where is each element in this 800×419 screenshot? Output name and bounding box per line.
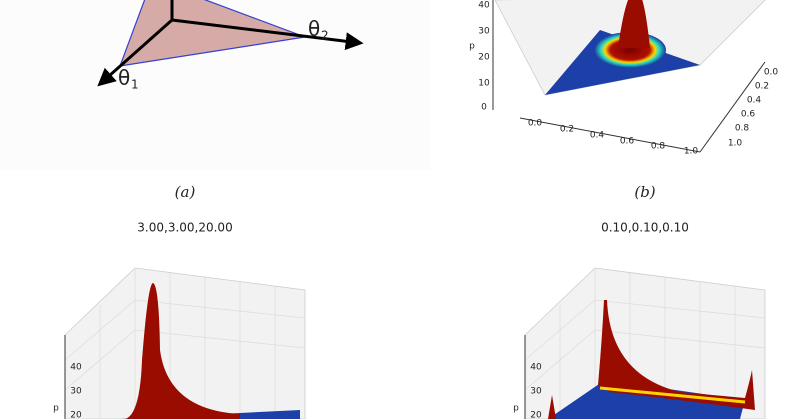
caption: (a) (175, 183, 196, 201)
axis (171, 18, 364, 51)
tick: 1.0 (728, 139, 743, 149)
tick: 0.0 (764, 68, 779, 78)
tick: 0.6 (741, 110, 756, 120)
tick: 40 (478, 1, 490, 11)
axis-label: p (53, 404, 59, 414)
panel-a: θ 1 θ 2 (a) (0, 0, 430, 201)
caption: (b) (634, 183, 655, 201)
tick: 0.4 (590, 131, 605, 141)
tick: 1.0 (684, 147, 699, 157)
surface-edge (599, 386, 746, 404)
tick: 0.4 (747, 96, 762, 106)
simplex (119, 0, 308, 67)
axis (699, 61, 766, 153)
tick: 0.2 (560, 125, 574, 135)
tick: 40 (70, 363, 82, 373)
title: 0.10,0.10,0.10 (601, 221, 689, 235)
theta-sub: 1 (131, 78, 139, 92)
peak (125, 283, 240, 419)
tick: 0.2 (755, 82, 769, 92)
tick: 20 (478, 53, 490, 63)
pane (64, 267, 306, 419)
tick: 0.8 (651, 142, 666, 152)
theta-label: θ (118, 66, 130, 90)
theta-sub: 2 (321, 29, 329, 43)
tick: 0.0 (528, 119, 543, 129)
panel-b: p 0 10 20 30 40 0.0 0.2 0.4 0.6 0.8 1.0 … (469, 0, 778, 201)
spike (548, 395, 556, 419)
surface (548, 380, 745, 419)
axis (97, 18, 173, 87)
tick: 0.8 (735, 124, 750, 134)
axis-label: p (513, 404, 519, 414)
tick: 20 (70, 411, 82, 419)
panel-c: 3.00,3.00,20.00 p 40 30 20 (53, 221, 306, 419)
grid (64, 268, 306, 419)
tick: 0 (481, 103, 487, 113)
grid (524, 268, 766, 419)
tick: 20 (530, 411, 542, 419)
peak (618, 0, 650, 48)
axis-label: p (469, 42, 475, 52)
tick: 30 (70, 387, 82, 397)
ridge (598, 300, 755, 410)
tick: 30 (530, 387, 542, 397)
axis (519, 117, 701, 153)
tick: 40 (530, 363, 542, 373)
tick: 10 (478, 79, 490, 89)
panel-d: 0.10,0.10,0.10 p 40 30 20 (513, 221, 766, 419)
title: 3.00,3.00,20.00 (137, 221, 232, 235)
theta-label: θ (308, 17, 320, 41)
tick: 0.6 (620, 137, 635, 147)
tick: 30 (478, 27, 490, 37)
